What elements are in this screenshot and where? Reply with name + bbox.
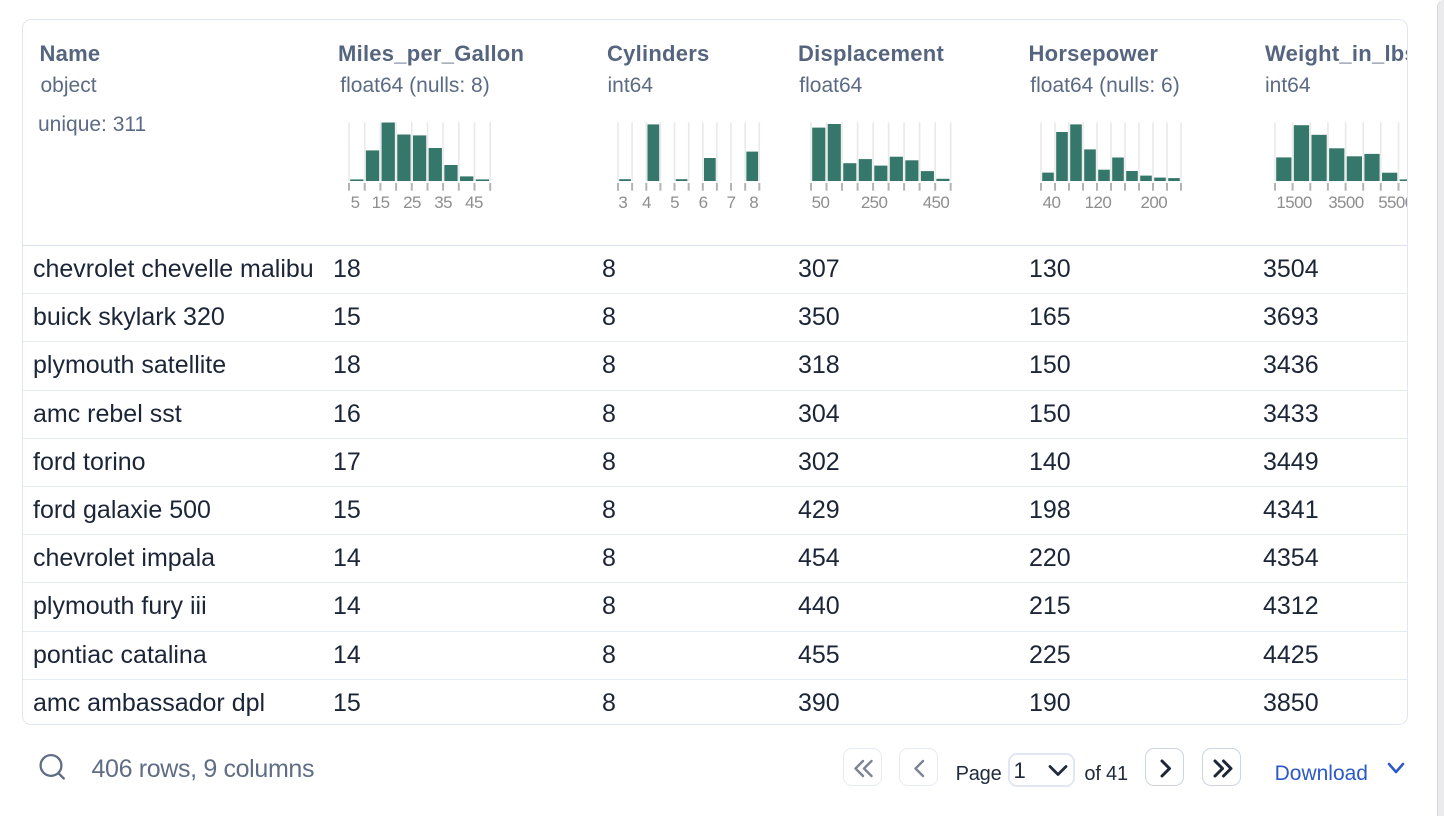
svg-text:45: 45 xyxy=(466,193,484,212)
svg-text:250: 250 xyxy=(861,193,888,212)
svg-text:200: 200 xyxy=(1140,193,1167,212)
svg-text:50: 50 xyxy=(812,193,830,212)
svg-text:120: 120 xyxy=(1084,193,1111,212)
svg-text:35: 35 xyxy=(435,193,453,212)
svg-text:5: 5 xyxy=(670,193,679,212)
svg-text:5: 5 xyxy=(351,193,360,212)
svg-text:15: 15 xyxy=(372,193,390,212)
svg-text:7: 7 xyxy=(727,193,736,212)
svg-text:5500: 5500 xyxy=(1378,193,1408,212)
svg-text:3500: 3500 xyxy=(1328,193,1364,212)
svg-text:450: 450 xyxy=(923,193,950,212)
svg-text:8: 8 xyxy=(749,193,758,212)
svg-text:3: 3 xyxy=(619,193,628,212)
svg-text:4: 4 xyxy=(642,193,651,212)
svg-text:6: 6 xyxy=(699,193,708,212)
svg-text:25: 25 xyxy=(404,193,422,212)
svg-text:40: 40 xyxy=(1042,193,1060,212)
svg-text:1500: 1500 xyxy=(1276,193,1312,212)
